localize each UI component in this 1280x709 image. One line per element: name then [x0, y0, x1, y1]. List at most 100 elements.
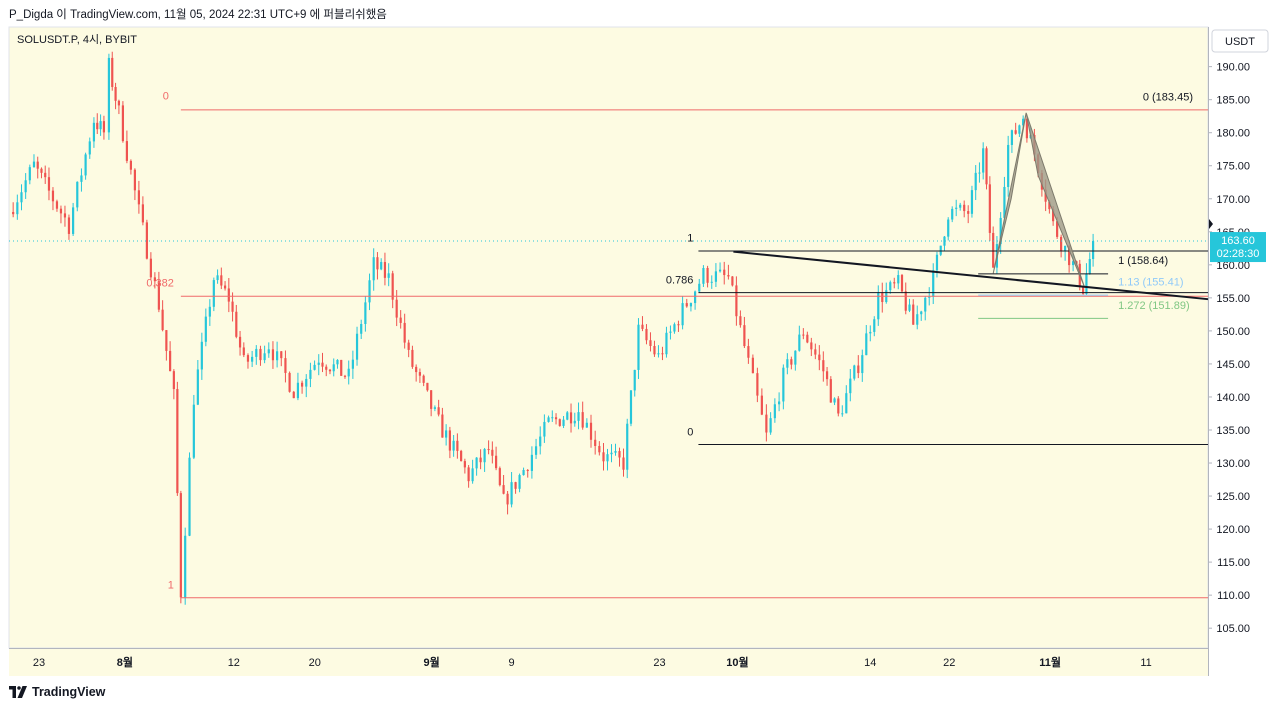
candle — [1007, 135, 1010, 197]
candle — [999, 212, 1002, 254]
candle — [80, 168, 83, 192]
candle — [845, 385, 848, 414]
currency-button-frame[interactable] — [1211, 29, 1269, 53]
candle — [296, 372, 300, 401]
candle — [208, 299, 211, 326]
candle — [200, 332, 203, 380]
candle — [284, 350, 287, 383]
candle — [88, 137, 91, 159]
candle — [677, 320, 680, 332]
price-tick-label: 185.00 — [1216, 95, 1250, 107]
trend-line[interactable] — [733, 250, 1209, 301]
candle — [689, 302, 693, 312]
footer-brand[interactable]: TradingView — [9, 684, 105, 700]
candle — [1082, 286, 1085, 296]
candle — [1088, 252, 1091, 275]
candle — [114, 82, 117, 110]
candle — [773, 398, 776, 423]
candle — [255, 345, 258, 365]
candle — [951, 206, 954, 223]
price-tick-label: 180.00 — [1216, 128, 1250, 140]
price-tick-label: 170.00 — [1216, 194, 1250, 206]
time-tick-label: 23 — [653, 657, 665, 669]
candle — [657, 345, 660, 358]
candle — [881, 282, 884, 313]
candle — [415, 364, 418, 382]
candle — [589, 414, 593, 448]
time-tick-label: 23 — [33, 657, 45, 669]
candle — [562, 416, 565, 429]
candle — [102, 115, 106, 140]
time-tick-label: 11 — [1140, 657, 1151, 669]
candle — [710, 275, 713, 289]
candle — [857, 355, 860, 379]
candle — [723, 261, 726, 285]
candle — [347, 360, 350, 385]
fib-level-label: 1 — [687, 233, 693, 245]
candle — [251, 350, 254, 368]
harmonic-bcd-triangle[interactable] — [1025, 112, 1085, 287]
candle — [731, 276, 734, 287]
time-tick-label: 10월 — [726, 655, 748, 669]
candle — [99, 114, 102, 136]
candle — [985, 146, 988, 190]
candle — [271, 341, 275, 369]
candle — [246, 353, 250, 369]
candle — [475, 457, 478, 476]
candle — [157, 271, 160, 313]
candle — [904, 282, 907, 315]
candle — [988, 176, 991, 241]
candle — [626, 418, 629, 479]
candle — [810, 337, 813, 357]
candle — [598, 441, 601, 456]
candle — [806, 331, 809, 344]
symbol-label[interactable]: SOLUSDT.P, 4시, BYBIT — [17, 34, 137, 46]
candle — [714, 263, 718, 287]
brand-name: TradingView — [32, 685, 106, 699]
candle — [778, 392, 781, 412]
time-axis[interactable]: 23 8월 12 20 9월 9 23 10월 14 22 11월 11 — [33, 655, 1152, 669]
candle — [1018, 124, 1021, 137]
candles-layer — [12, 51, 1095, 605]
candle — [829, 376, 832, 403]
candle — [837, 396, 840, 417]
candle — [594, 430, 597, 455]
candle — [893, 277, 896, 289]
price-axis[interactable]: 190.00185.00180.00175.00170.00165.00160.… — [1208, 62, 1250, 636]
candle — [802, 328, 805, 340]
currency-label[interactable]: USDT — [1225, 36, 1255, 48]
candle — [76, 181, 79, 212]
candle — [456, 433, 459, 459]
harmonic-xab-triangle[interactable] — [992, 112, 1027, 274]
candle — [145, 219, 148, 260]
candle — [212, 277, 215, 312]
candle — [317, 354, 320, 376]
candle — [121, 101, 125, 143]
candle — [192, 394, 195, 460]
candle — [407, 339, 410, 358]
candle — [288, 371, 291, 393]
currency-button[interactable]: USDT — [1211, 29, 1269, 53]
candle — [276, 341, 279, 368]
candle — [786, 353, 789, 375]
candle — [698, 278, 701, 293]
candle — [974, 165, 977, 201]
candle — [403, 313, 406, 349]
candle — [172, 369, 175, 400]
last-price-value: 163.60 — [1221, 235, 1255, 247]
candle — [223, 281, 227, 291]
candle — [263, 345, 266, 364]
candle — [179, 490, 182, 604]
candle — [24, 173, 27, 199]
time-tick-label: 11월 — [1039, 655, 1061, 669]
candle — [614, 443, 617, 456]
candle — [259, 345, 262, 366]
candle — [943, 236, 946, 252]
price-tick-label: 105.00 — [1216, 623, 1250, 635]
time-tick-label: 9 — [509, 657, 515, 669]
candle — [982, 142, 985, 180]
candle — [897, 270, 900, 290]
candle — [176, 381, 179, 496]
candle — [430, 390, 433, 417]
